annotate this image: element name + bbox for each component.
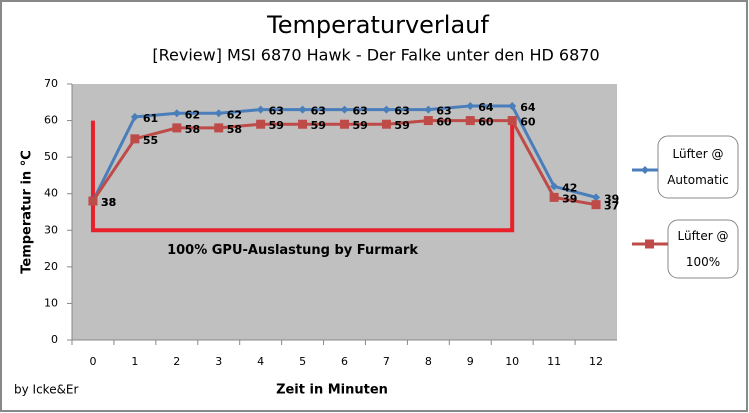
data-label: 62	[185, 108, 200, 121]
marker	[172, 109, 181, 118]
marker	[130, 112, 139, 121]
marker	[423, 116, 433, 126]
x-tick-label: 3	[215, 355, 222, 368]
marker	[381, 119, 391, 129]
marker	[550, 182, 559, 191]
data-label: 39	[562, 192, 577, 205]
legend-box	[667, 219, 739, 279]
marker	[591, 200, 601, 210]
data-label: 59	[311, 119, 326, 132]
y-tick-label: 40	[44, 187, 58, 200]
marker	[172, 123, 182, 133]
data-label: 59	[394, 119, 409, 132]
x-tick-label: 12	[589, 355, 603, 368]
data-label: 60	[436, 116, 452, 129]
marker	[340, 119, 349, 129]
data-label: 37	[604, 200, 619, 213]
x-tick-label: 2	[173, 355, 180, 368]
data-label: 60	[520, 116, 536, 129]
marker	[214, 109, 223, 118]
legend-label: Lüfter @ 100%	[677, 229, 729, 269]
y-tick-label: 30	[44, 223, 58, 236]
x-tick-label: 7	[383, 355, 390, 368]
marker	[214, 123, 224, 133]
legend-marker	[641, 166, 649, 174]
data-label: 62	[227, 108, 242, 121]
y-tick-label: 10	[44, 296, 58, 309]
marker	[507, 116, 517, 126]
data-label: 63	[436, 105, 451, 118]
x-tick-label: 9	[467, 355, 474, 368]
marker	[465, 116, 475, 126]
data-label: 39	[604, 192, 619, 205]
x-tick-label: 4	[257, 355, 264, 368]
marker	[508, 101, 517, 110]
data-label: 63	[353, 105, 368, 118]
x-tick-label: 6	[341, 355, 348, 368]
legend-box	[657, 135, 739, 199]
marker	[298, 105, 307, 114]
x-tick-label: 5	[299, 355, 306, 368]
data-label: 60	[478, 116, 494, 129]
data-label: 38	[101, 196, 116, 209]
x-tick-label: 8	[425, 355, 432, 368]
data-label: 61	[143, 112, 158, 125]
y-tick-label: 0	[51, 333, 58, 346]
marker	[298, 119, 308, 129]
y-tick-label: 20	[44, 260, 58, 273]
x-tick-label: 1	[131, 355, 138, 368]
data-label: 58	[227, 123, 242, 136]
marker	[340, 105, 349, 114]
y-tick-label: 60	[44, 114, 58, 127]
legend-entry: Lüfter @ Automatic	[667, 147, 729, 187]
footer: by Icke&Er	[14, 383, 79, 397]
x-tick-label: 0	[89, 355, 96, 368]
marker	[424, 105, 433, 114]
x-tick-label: 10	[505, 355, 519, 368]
y-tick-label: 50	[44, 150, 58, 163]
data-label: 42	[562, 181, 577, 194]
data-label: 59	[269, 119, 284, 132]
marker	[466, 101, 475, 110]
marker	[130, 134, 140, 144]
highlight-bracket	[90, 120, 515, 233]
chart-subtitle: [Review] MSI 6870 Hawk - Der Falke unter…	[152, 46, 599, 65]
data-label: 63	[269, 105, 284, 118]
marker	[256, 119, 266, 129]
data-label: 59	[353, 119, 368, 132]
chart-title: Temperaturverlauf	[266, 11, 489, 39]
marker	[382, 105, 391, 114]
legend-entry: Lüfter @ 100%	[677, 229, 729, 269]
data-label: 64	[478, 101, 494, 114]
data-label: 58	[185, 123, 200, 136]
marker	[88, 196, 98, 206]
data-label: 63	[394, 105, 409, 118]
y-axis-label: Temperatur in °C	[20, 150, 35, 274]
highlight-label: 100% GPU-Auslastung by Furmark	[167, 243, 418, 258]
data-label: 55	[143, 134, 158, 147]
x-axis-label: Zeit in Minuten	[276, 383, 388, 398]
marker	[592, 193, 601, 202]
y-tick-label: 70	[44, 77, 58, 90]
data-label: 64	[520, 101, 536, 114]
data-label: 38	[101, 196, 116, 209]
marker	[256, 105, 265, 114]
x-tick-label: 11	[547, 355, 561, 368]
marker	[549, 192, 559, 202]
legend-marker	[645, 239, 654, 249]
legend-label: Lüfter @ Automatic	[667, 147, 729, 187]
data-label: 63	[311, 105, 326, 118]
